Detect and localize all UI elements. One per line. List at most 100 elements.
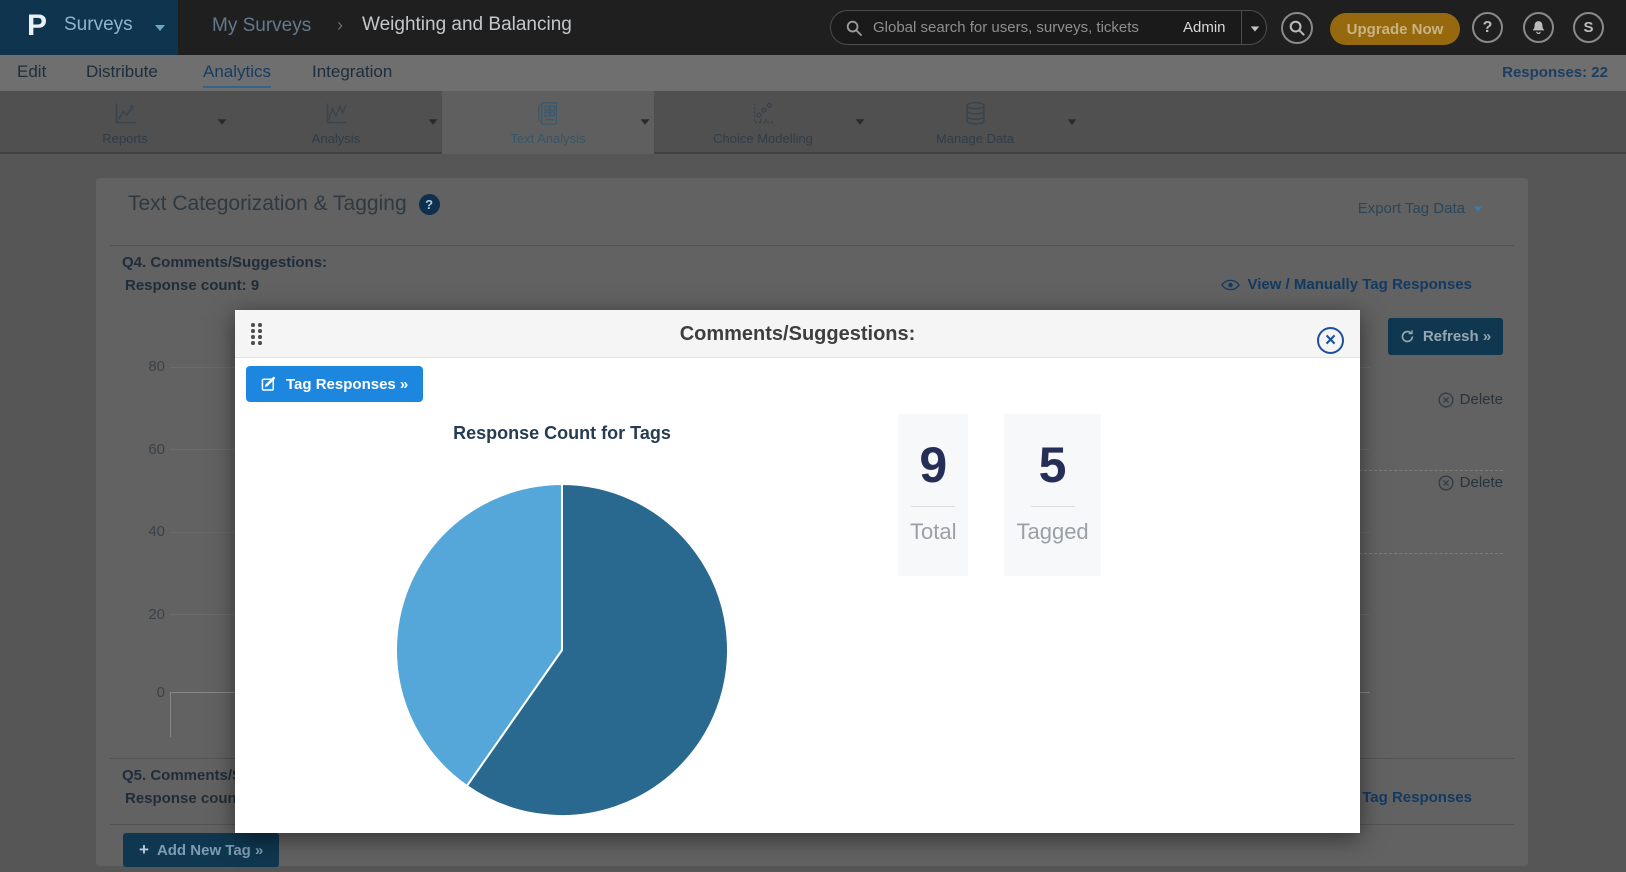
bell-icon — [1530, 19, 1547, 36]
tag-responses-button[interactable]: Tag Responses » — [246, 366, 424, 402]
stat-total-value: 9 — [919, 437, 948, 493]
tab-analytics[interactable]: Analytics — [203, 55, 272, 88]
pie-chart — [392, 480, 732, 820]
toolbar-tab-label: Choice Modelling — [713, 131, 813, 146]
product-switcher[interactable]: P Surveys — [0, 0, 178, 55]
stat-tagged: 5 Tagged — [1004, 414, 1101, 576]
analytics-toolbar: Reports Analysis Text Analysis Choice Mo… — [0, 91, 1626, 154]
y-axis-tick: 20 — [148, 606, 165, 623]
eye-icon — [1221, 279, 1241, 291]
search-icon — [1289, 20, 1305, 36]
toolbar-tab-label: Manage Data — [935, 131, 1015, 146]
document-grid-icon — [442, 100, 654, 127]
search-icon — [846, 20, 862, 41]
breadcrumb-parent[interactable]: My Surveys — [212, 15, 312, 36]
circle-x-icon — [1438, 391, 1454, 408]
circle-x-icon — [1438, 474, 1454, 491]
export-tag-data-label: Export Tag Data — [1357, 200, 1465, 217]
search-scope-label: Admin — [1183, 19, 1226, 36]
trend-chart-icon — [230, 100, 442, 127]
stat-total-label: Total — [910, 519, 957, 544]
responses-count: Responses: 22 — [1502, 64, 1608, 81]
drag-handle-icon[interactable] — [251, 323, 262, 345]
tab-integration[interactable]: Integration — [312, 62, 393, 81]
upgrade-now-label: Upgrade Now — [1346, 20, 1444, 38]
question-mark-icon: ? — [1482, 18, 1493, 36]
divider — [1241, 11, 1242, 44]
add-new-tag-label: Add New Tag » — [156, 841, 264, 859]
y-axis-line — [170, 692, 171, 737]
pie-chart-title: Response Count for Tags — [453, 423, 671, 443]
help-button[interactable]: ? — [1472, 12, 1503, 43]
upgrade-now-button[interactable]: Upgrade Now — [1330, 13, 1460, 45]
dropdown-caret-icon[interactable] — [1067, 119, 1077, 125]
divider — [110, 245, 1514, 246]
search-button[interactable] — [1281, 12, 1313, 44]
export-tag-data-dropdown[interactable]: Export Tag Data — [1358, 200, 1483, 217]
stat-tagged-value: 5 — [1038, 437, 1067, 493]
brand-logo: P — [27, 9, 48, 42]
dropdown-caret-icon[interactable] — [217, 119, 227, 125]
refresh-button[interactable]: Refresh » — [1388, 318, 1503, 355]
breadcrumb-separator: › — [337, 15, 343, 35]
delete-label: Delete — [1459, 391, 1503, 408]
modal-title: Comments/Suggestions: — [679, 323, 916, 345]
toolbar-tab-label: Reports — [102, 131, 148, 146]
edit-icon — [261, 376, 277, 392]
y-axis-tick: 80 — [148, 358, 165, 375]
q5-response-count: Response count: 5 — [125, 790, 260, 807]
toolbar-tab-analysis[interactable]: Analysis — [230, 91, 442, 154]
dropdown-caret-icon[interactable] — [428, 119, 438, 125]
help-icon[interactable]: ? — [418, 193, 440, 215]
toolbar-tab-label: Analysis — [311, 131, 361, 146]
refresh-label: Refresh » — [1422, 328, 1492, 345]
line-chart-icon — [19, 100, 231, 127]
dropdown-caret-icon[interactable] — [855, 119, 865, 125]
avatar[interactable]: S — [1573, 12, 1604, 43]
tag-delete-link[interactable]: Delete — [1438, 474, 1503, 491]
comments-suggestions-modal: Comments/Suggestions: × Tag Responses » … — [235, 310, 1360, 833]
tab-distribute[interactable]: Distribute — [86, 62, 158, 81]
database-icon — [869, 100, 1081, 127]
dropdown-caret-icon[interactable] — [640, 119, 650, 125]
modal-header[interactable]: Comments/Suggestions: × — [235, 310, 1360, 358]
tag-responses-label: Tag Responses » — [286, 375, 409, 393]
q4-view-manually-tag-link[interactable]: View / Manually Tag Responses — [1221, 276, 1472, 293]
survey-subnav: Edit Distribute Analytics Integration Re… — [0, 55, 1626, 91]
toolbar-tab-reports[interactable]: Reports — [19, 91, 231, 154]
y-axis-tick: 60 — [148, 441, 165, 458]
plus-icon: + — [139, 840, 149, 859]
q4-question-title: Q4. Comments/Suggestions: — [122, 254, 328, 271]
global-search-input[interactable] — [873, 12, 1173, 43]
global-search-bar[interactable]: Admin — [830, 10, 1267, 45]
pie-slice-dark[interactable] — [465, 483, 729, 817]
breadcrumb-current: Weighting and Balancing — [362, 14, 572, 35]
toolbar-tab-choice-modelling[interactable]: Choice Modelling — [657, 91, 869, 154]
search-scope-dropdown-icon[interactable] — [1250, 26, 1260, 32]
delete-label: Delete — [1459, 474, 1503, 491]
toolbar-tab-manage-data[interactable]: Manage Data — [869, 91, 1081, 154]
product-name: Surveys — [64, 14, 133, 35]
q4-response-count: Response count: 9 — [125, 277, 260, 294]
add-new-tag-button[interactable]: + Add New Tag » — [123, 833, 280, 867]
tab-edit[interactable]: Edit — [17, 62, 47, 81]
divider — [911, 506, 956, 507]
tag-stats: 9 Total 5 Tagged — [898, 414, 1101, 576]
stat-total: 9 Total — [898, 414, 969, 576]
close-icon[interactable]: × — [1317, 327, 1344, 354]
view-link-label: View / Manually Tag Responses — [1247, 276, 1472, 293]
toolbar-tab-text-analysis[interactable]: Text Analysis — [442, 91, 654, 154]
pie-slice-light[interactable] — [394, 483, 563, 787]
scatter-chart-icon — [657, 100, 869, 127]
avatar-initial: S — [1583, 19, 1594, 36]
y-axis-tick: 0 — [156, 684, 165, 701]
y-axis-tick: 40 — [148, 523, 165, 540]
chevron-down-icon — [155, 25, 165, 31]
notifications-button[interactable] — [1523, 12, 1554, 43]
divider — [1030, 506, 1075, 507]
chevron-down-icon — [1473, 205, 1483, 212]
tag-delete-link[interactable]: Delete — [1438, 391, 1503, 408]
stat-tagged-label: Tagged — [1016, 519, 1089, 544]
refresh-icon — [1400, 329, 1415, 344]
